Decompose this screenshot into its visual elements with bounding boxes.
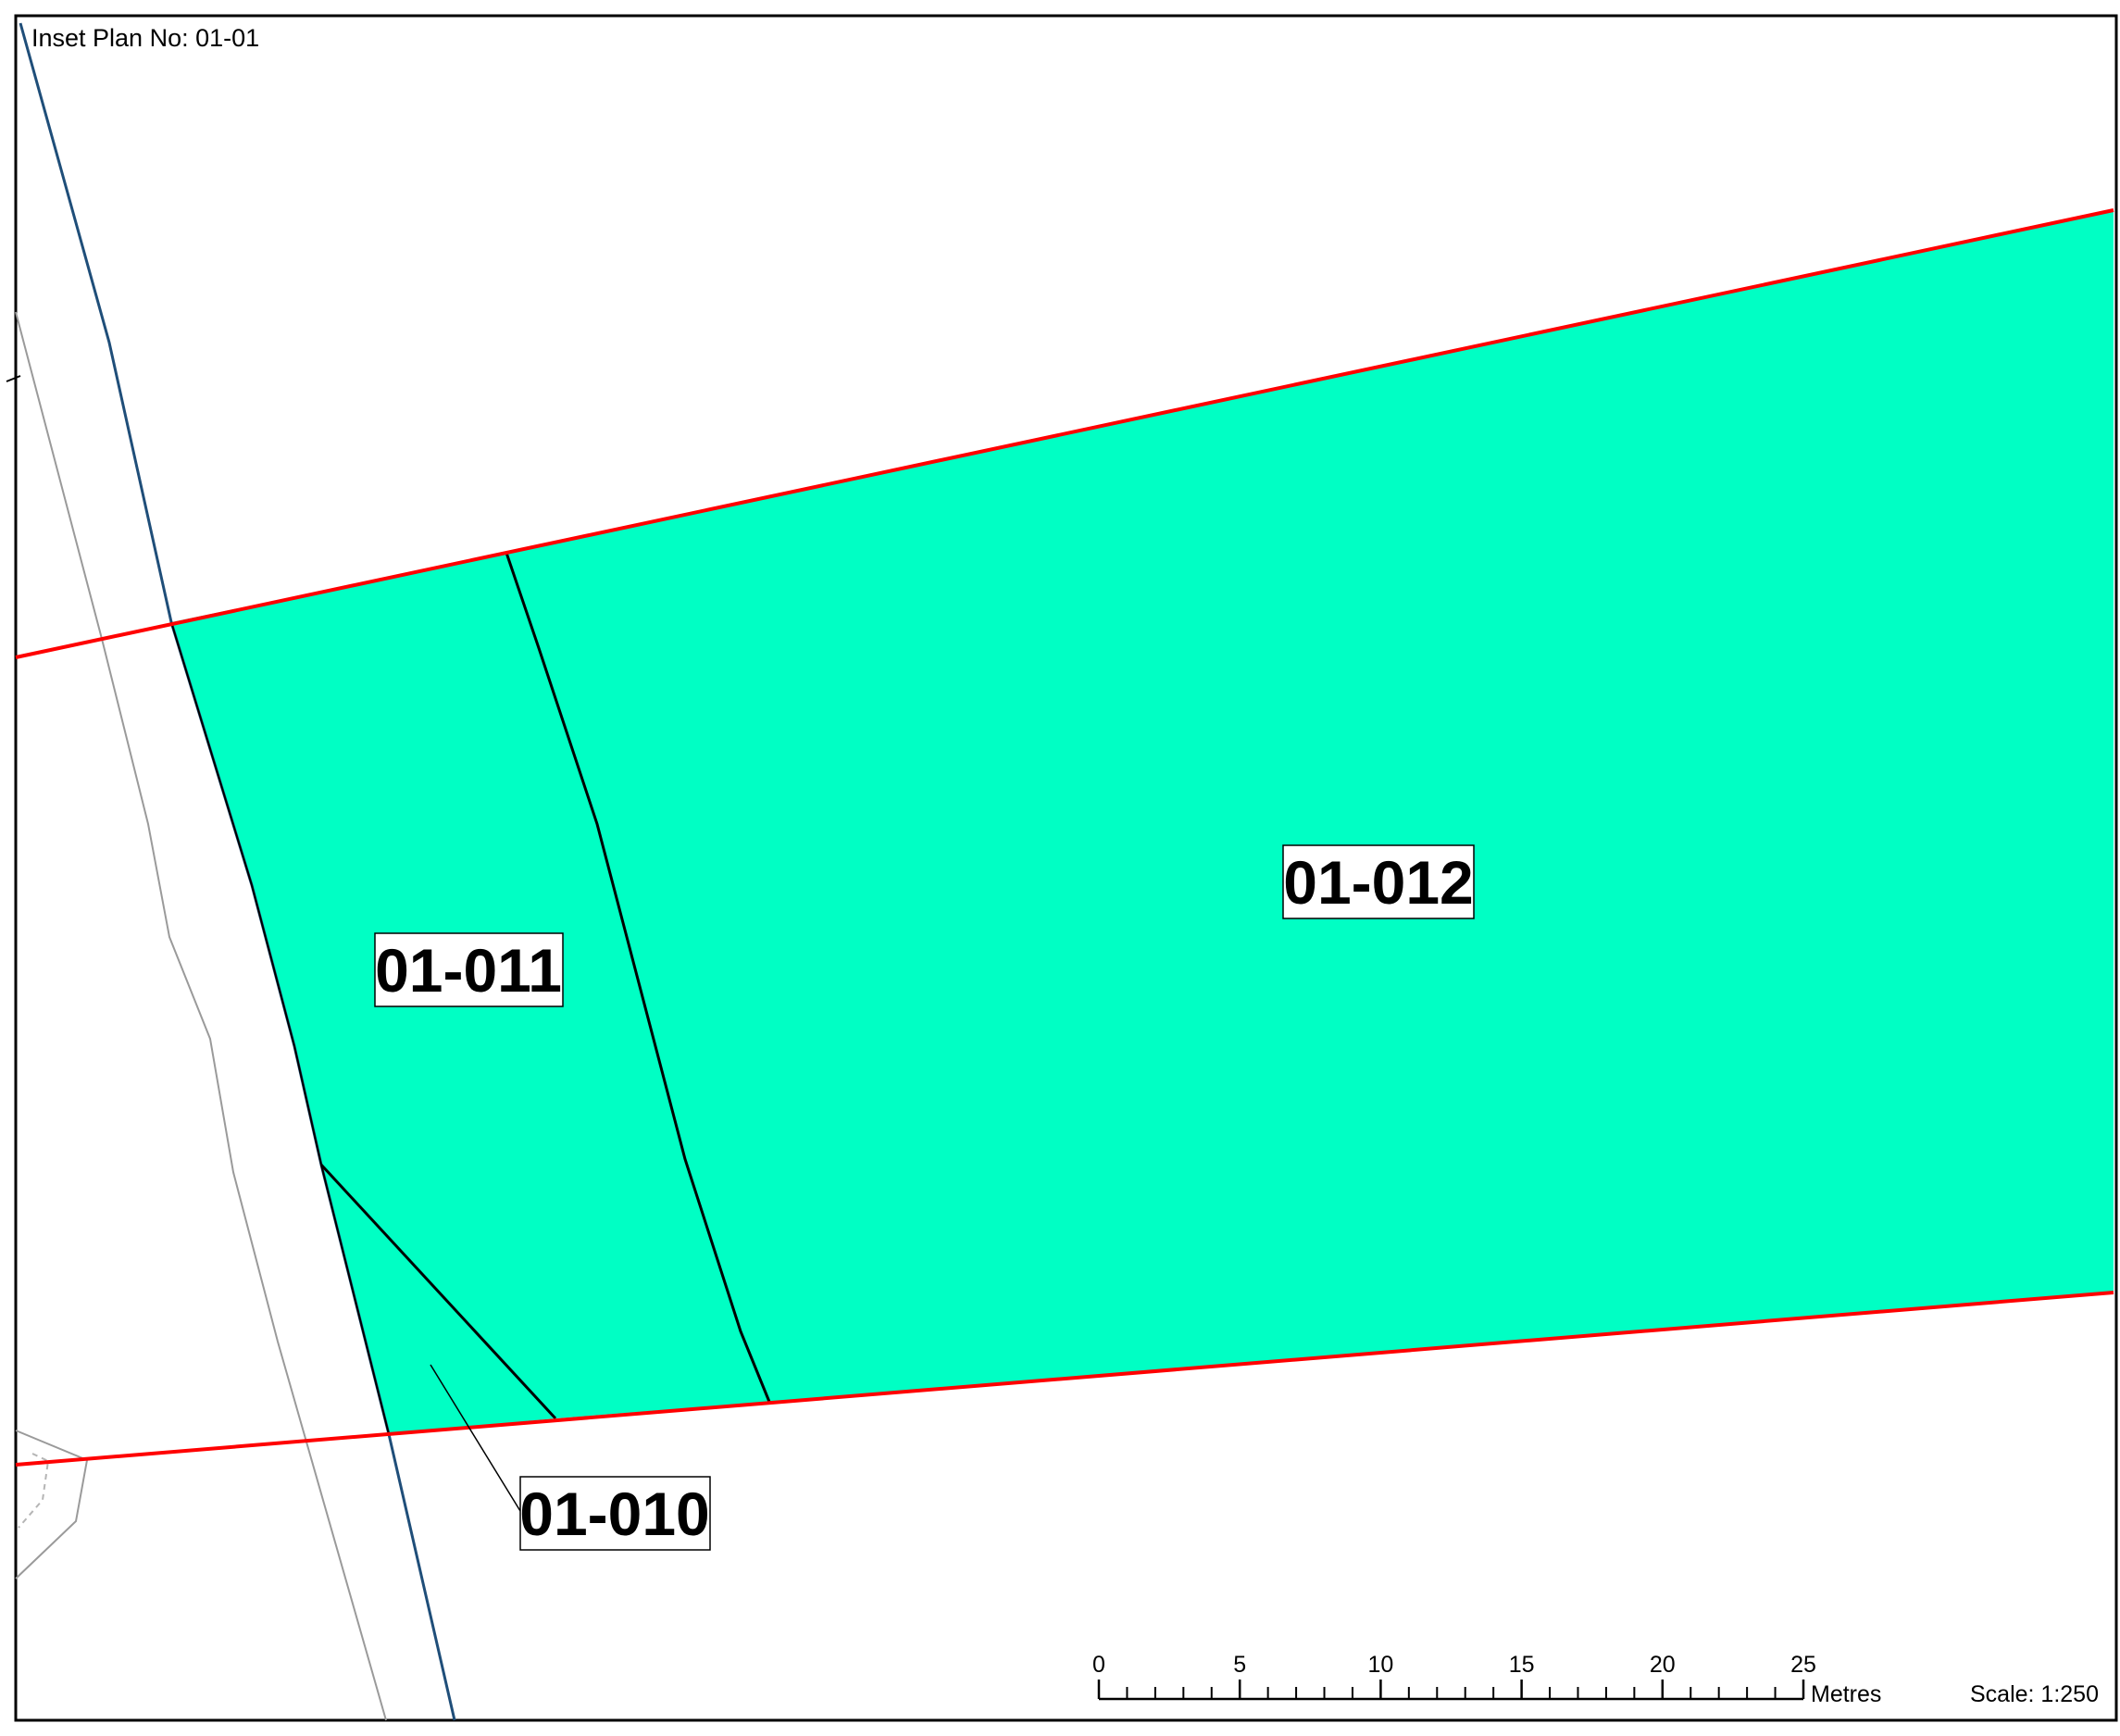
scale-bar-tick-label: 10 [1367,1652,1393,1678]
parcel-divider-010-011 [319,1163,557,1420]
scale-bar-unit: Metres [1811,1681,1881,1707]
scale-bar-tick-label: 25 [1790,1652,1816,1678]
scale-bar-minor-ticks [1126,1687,1777,1699]
scale-bar-major-ticks: 0 5 10 15 20 25 [1092,1652,1816,1699]
scale-bar-tick-label: 5 [1233,1652,1246,1678]
parcel-label-01-011[interactable]: 01-011 [374,932,564,1007]
scale-bar-tick-label: 15 [1509,1652,1535,1678]
building-outline [15,1430,89,1580]
parcel-area [171,210,2114,1434]
parcel-label-01-010[interactable]: 01-010 [519,1476,711,1551]
parcel-label-01-010-text: 01-010 [519,1480,710,1548]
edge-tick [6,375,21,382]
boundary-line-north [15,208,2114,659]
label-leader-line [430,1364,521,1512]
parcel-label-01-012-text: 01-012 [1283,848,1474,917]
boundary-line-south [15,1291,2114,1467]
parcel-divider-011-012 [505,552,771,1403]
scale-bar-tick-label: 0 [1092,1652,1105,1678]
building-dashed-outline [18,1453,50,1529]
scale-ratio: Scale: 1:250 [1970,1681,2099,1707]
scale-bar-tick-label: 20 [1650,1652,1676,1678]
parcel-label-01-011-text: 01-011 [375,936,562,1005]
scale-bar: 0 5 10 15 20 25 Metres [1092,1652,1881,1707]
parcel-label-01-012[interactable]: 01-012 [1282,844,1475,919]
inset-plan-number: Inset Plan No: 01-01 [31,24,259,52]
grey-feature-line [15,311,387,1721]
parcel-outer-edge [170,621,390,1435]
